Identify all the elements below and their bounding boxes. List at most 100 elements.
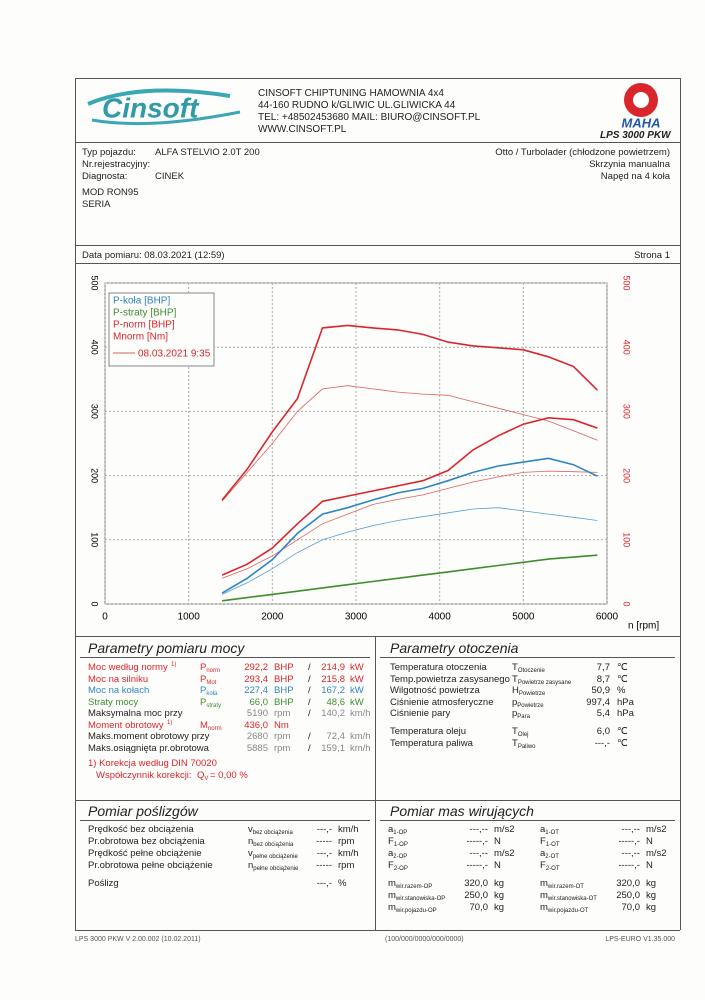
row-label: Ciśnienie pary [390, 708, 451, 719]
value: -----,- [466, 860, 488, 871]
y2-tick-label: 200 [622, 468, 632, 483]
section-title: Pomiar poślizgów [88, 803, 198, 819]
date: Data pomiaru: 08.03.2021 (12:59) [82, 250, 225, 261]
symbol-subscript: Para [517, 714, 530, 720]
separator: / [308, 731, 311, 742]
unit: m/s2 [646, 848, 667, 859]
symbol-subscript: pełne obciążenie [253, 866, 299, 872]
symbol-letter: P [200, 662, 207, 673]
note: MOD RON95 [82, 187, 139, 198]
symbol-subscript: 1-OP [393, 830, 408, 836]
page-number: Strona 1 [634, 250, 670, 261]
symbol-letter: T [512, 737, 518, 749]
symbol: Mnorm [200, 720, 222, 735]
unit: m/s2 [494, 848, 515, 859]
symbol-letter: F [540, 836, 546, 847]
value: 320,0 [616, 878, 640, 889]
separator: / [308, 742, 311, 754]
row-label: Prędkość pełne obciążenie [88, 848, 202, 859]
value: 997,4 [586, 696, 610, 708]
unit: rpm [338, 836, 355, 847]
unit: kg [646, 878, 657, 889]
symbol: nbez obciążenia [248, 836, 293, 851]
unit: BHP [274, 696, 294, 708]
rule [680, 78, 681, 930]
symbol-letter: v [248, 824, 253, 835]
note: SERIA [82, 199, 111, 210]
value: 70,0 [469, 902, 489, 913]
symbol-subscript: Otoczenie [517, 668, 545, 674]
row-label: Prędkość bez obciążenia [88, 824, 194, 835]
footnote-mark: 1) [167, 719, 173, 726]
value: ----- [316, 860, 332, 871]
value: 5190 [246, 708, 268, 719]
unit: rpm [338, 860, 355, 871]
symbol-letter: F [388, 836, 394, 847]
field-label: Diagnosta: [82, 171, 128, 182]
unit: m/s2 [494, 824, 515, 835]
unit: kg [646, 902, 657, 913]
rule [75, 930, 680, 931]
symbol-letter: a [388, 848, 394, 859]
x-tick-label: 5000 [512, 612, 535, 623]
value: 7,7 [596, 662, 610, 673]
unit: N [494, 836, 501, 847]
unit: km/h [338, 848, 359, 859]
y-tick-label: 0 [90, 601, 100, 606]
symbol-subscript: 1-OT [545, 830, 559, 836]
symbol-subscript: wir.pojazdu-OT [547, 908, 589, 914]
y2-tick-label: 300 [622, 404, 632, 419]
separator: / [308, 685, 311, 696]
row-label: Ciśnienie atmosferyczne [390, 696, 494, 708]
unit: ℃ [617, 673, 628, 685]
company-line: CINSOFT CHIPTUNING HAMOWNIA 4x4 [258, 88, 444, 99]
symbol: a2-OP [388, 848, 407, 863]
symbol-subscript: norm [206, 668, 221, 674]
series-line [221, 470, 598, 579]
symbol-letter: m [540, 878, 548, 889]
symbol-letter: n [248, 860, 254, 871]
symbol-subscript: 2-OT [545, 866, 560, 872]
symbol-letter: a [388, 824, 394, 835]
field-label: Typ pojazdu: [82, 147, 136, 158]
field-value: ALFA STELVIO 2.0T 200 [155, 147, 260, 158]
symbol-letter: T [512, 726, 518, 738]
row-label: Poślizg [88, 878, 119, 889]
unit: rpm [274, 731, 291, 742]
unit: km/h [338, 824, 359, 835]
value: 5,4 [596, 708, 610, 719]
symbol: F2-OT [540, 860, 559, 875]
y2-tick-label: 400 [622, 340, 632, 355]
legend-entry: P-norm [BHP] [113, 320, 175, 331]
row-label: Wilgotność powietrza [390, 685, 480, 696]
separator: / [308, 696, 311, 708]
symbol-subscript: Powietrze [517, 702, 544, 709]
symbol: vpełne obciążenie [248, 848, 298, 863]
symbol: mwir.stanowiska-OT [540, 890, 597, 905]
symbol: QV [197, 770, 208, 785]
factor-label: Współczynnik korekcji: [96, 770, 192, 781]
symbol-subscript: wir.razem-OT [547, 884, 584, 890]
symbol-subscript: Olej [517, 732, 529, 739]
symbol: Pkoła [200, 685, 217, 700]
unit: kg [646, 890, 657, 901]
symbol: a1-OT [540, 824, 559, 839]
unit: BHP [274, 673, 294, 685]
vehicle-spec: Napęd na 4 koła [600, 171, 670, 182]
unit: km/h [350, 742, 371, 754]
symbol-letter: P [200, 673, 207, 685]
symbol-subscript: straty [206, 702, 222, 709]
legend-box [108, 292, 215, 367]
model: LPS 3000 PKW [600, 130, 671, 141]
legend-entry: P-straty [BHP] [113, 308, 177, 319]
row-label: Straty mocy [88, 696, 139, 708]
brand-logo: MAHA [622, 83, 661, 130]
value: 6,0 [596, 726, 610, 738]
y2-tick-label: 500 [622, 275, 632, 290]
rule [80, 657, 370, 658]
unit: kg [494, 878, 505, 889]
unit: N [494, 860, 501, 871]
series-line [221, 554, 598, 602]
value: 159,1 [321, 742, 345, 754]
